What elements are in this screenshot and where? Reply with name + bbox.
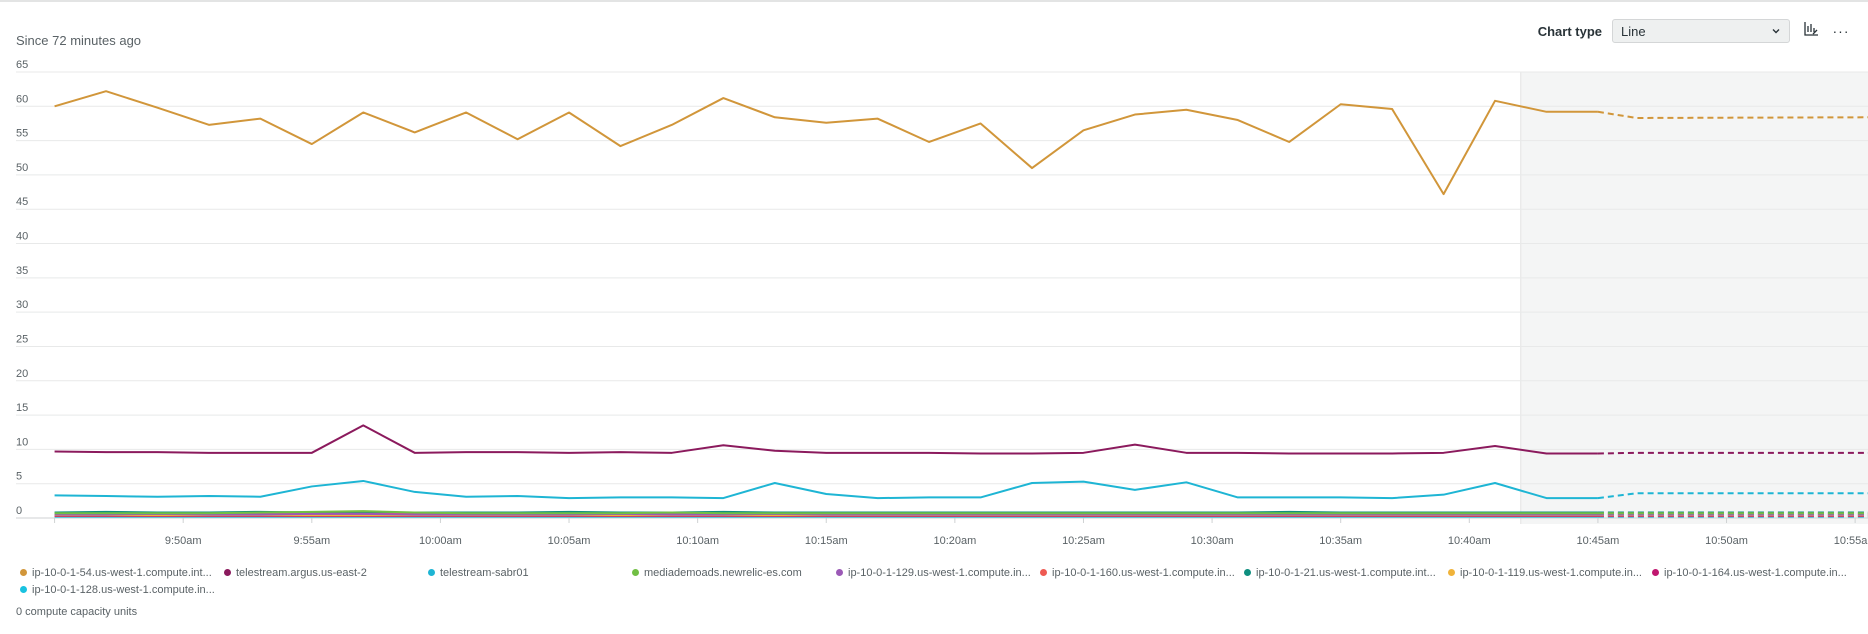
x-tick-label: 10:40am — [1448, 535, 1491, 547]
units-label: 0 compute capacity units — [16, 606, 138, 618]
x-tick-label: 9:50am — [165, 535, 202, 547]
y-tick-label: 65 — [16, 59, 28, 71]
more-options-button[interactable]: ··· — [1828, 18, 1854, 44]
x-tick-label: 9:55am — [293, 535, 330, 547]
y-tick-label: 15 — [16, 402, 28, 414]
legend-swatch — [632, 569, 639, 576]
y-tick-label: 10 — [16, 436, 28, 448]
legend-label: ip-10-0-1-164.us-west-1.compute.in... — [1664, 566, 1847, 579]
x-tick-label: 10:10am — [676, 535, 719, 547]
y-tick-label: 20 — [16, 368, 28, 380]
legend-item[interactable]: ip-10-0-1-119.us-west-1.compute.in... — [1448, 566, 1652, 579]
legend-swatch — [836, 569, 843, 576]
series-line[interactable] — [54, 510, 1598, 515]
y-tick-label: 0 — [16, 505, 22, 517]
legend-swatch — [1652, 569, 1659, 576]
legend-item[interactable]: ip-10-0-1-21.us-west-1.compute.int... — [1244, 566, 1448, 579]
series-line[interactable] — [54, 424, 1598, 455]
legend-item[interactable]: telestream-sabr01 — [428, 566, 632, 579]
series-line[interactable] — [54, 512, 1598, 516]
chart-settings-icon — [1803, 21, 1819, 42]
chart-legend: ip-10-0-1-54.us-west-1.compute.int... tel… — [20, 566, 1860, 596]
legend-label: ip-10-0-1-21.us-west-1.compute.int... — [1256, 566, 1436, 579]
legend-label: mediademoads.newrelic-es.com — [644, 566, 802, 579]
x-tick-label: 10:20am — [933, 535, 976, 547]
y-tick-label: 40 — [16, 231, 28, 243]
chart-controls: Chart type Line ··· — [1538, 18, 1854, 44]
y-tick-label: 50 — [16, 162, 28, 174]
y-tick-label: 25 — [16, 333, 28, 345]
x-tick-label: 10:30am — [1191, 535, 1234, 547]
x-tick-label: 10:35am — [1319, 535, 1362, 547]
legend-item[interactable]: ip-10-0-1-54.us-west-1.compute.int... — [20, 566, 224, 579]
y-tick-label: 60 — [16, 93, 28, 105]
legend-label: ip-10-0-1-54.us-west-1.compute.int... — [32, 566, 212, 579]
legend-swatch — [1040, 569, 1047, 576]
forecast-region — [1520, 72, 1868, 524]
x-tick-label: 10:15am — [805, 535, 848, 547]
time-range-label: Since 72 minutes ago — [16, 33, 142, 48]
legend-swatch — [1448, 569, 1455, 576]
legend-label: ip-10-0-1-129.us-west-1.compute.in... — [848, 566, 1031, 579]
legend-item[interactable]: ip-10-0-1-160.us-west-1.compute.in... — [1040, 566, 1244, 579]
series-forecast-line — [1597, 451, 1868, 455]
legend-label: ip-10-0-1-160.us-west-1.compute.in... — [1052, 566, 1235, 579]
legend-item[interactable]: ip-10-0-1-129.us-west-1.compute.in... — [836, 566, 1040, 579]
chart-settings-button[interactable] — [1798, 18, 1824, 44]
legend-item[interactable]: telestream.argus.us-east-2 — [224, 566, 428, 579]
x-tick-label: 10:50am — [1705, 535, 1748, 547]
legend-swatch — [20, 569, 27, 576]
legend-swatch — [224, 569, 231, 576]
x-tick-label: 10:05am — [548, 535, 591, 547]
line-chart: 0 5 10 15 20 25 30 35 40 45 50 55 60 65 9:50am 9:55am 1… — [16, 59, 1868, 547]
legend-item[interactable]: ip-10-0-1-128.us-west-1.compute.in... — [20, 583, 224, 596]
series-forecast-line — [1597, 492, 1868, 500]
chart-type-select[interactable]: Line — [1612, 19, 1790, 43]
x-tick-label: 10:00am — [419, 535, 462, 547]
x-tick-label: 10:55am — [1834, 535, 1868, 547]
y-tick-label: 35 — [16, 265, 28, 277]
legend-swatch — [20, 586, 27, 593]
legend-label: ip-10-0-1-128.us-west-1.compute.in... — [32, 583, 215, 596]
y-tick-label: 55 — [16, 128, 28, 140]
series-forecast-line — [1597, 110, 1868, 119]
top-divider — [0, 0, 1868, 2]
legend-label: ip-10-0-1-119.us-west-1.compute.in... — [1460, 566, 1642, 579]
series-line[interactable] — [54, 479, 1598, 500]
x-tick-label: 10:25am — [1062, 535, 1105, 547]
legend-label: telestream.argus.us-east-2 — [236, 566, 367, 579]
legend-item[interactable]: mediademoads.newrelic-es.com — [632, 566, 836, 579]
legend-swatch — [428, 569, 435, 576]
chevron-down-icon — [1771, 26, 1781, 36]
y-tick-label: 5 — [16, 471, 22, 483]
more-icon: ··· — [1832, 23, 1850, 39]
legend-item[interactable]: ip-10-0-1-164.us-west-1.compute.in... — [1652, 566, 1856, 579]
chart-type-value: Line — [1621, 23, 1646, 39]
chart-type-label: Chart type — [1537, 23, 1602, 39]
y-tick-label: 45 — [16, 196, 28, 208]
y-tick-label: 30 — [16, 299, 28, 311]
legend-label: telestream-sabr01 — [440, 566, 529, 579]
series-line[interactable] — [54, 90, 1598, 196]
x-tick-label: 10:45am — [1577, 535, 1620, 547]
legend-swatch — [1244, 569, 1251, 576]
